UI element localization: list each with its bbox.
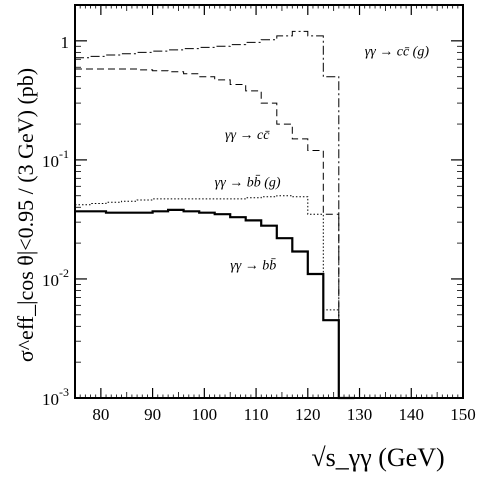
plot-frame: [74, 4, 464, 399]
x-axis-title: √s_γγ (GeV): [311, 443, 444, 472]
series-group: [75, 30, 355, 400]
series-line-1: [75, 68, 355, 399]
series-labels: γγ → cc̄ (g) γγ → cc̄ γγ → bb̄ (g) γγ → bb̄: [215, 45, 430, 274]
series-label-0: γγ → cc̄ (g): [365, 45, 430, 60]
series-label-1: γγ → cc̄: [225, 128, 270, 143]
x-tick-label: 90: [144, 405, 161, 424]
series-label-2: γγ → bb̄ (g): [215, 175, 281, 191]
y-axis-title: σ^eff_|cos θ|<0.95 / (3 GeV) (pb): [13, 68, 38, 362]
y-tick-label: 10-2: [42, 266, 69, 290]
x-tick-label: 150: [450, 405, 476, 424]
series-line-3: [75, 208, 355, 400]
series-line-0: [75, 30, 355, 399]
x-tick-label: 140: [399, 405, 425, 424]
series-label-3: γγ → bb̄: [230, 258, 276, 274]
x-tick-label: 110: [244, 405, 269, 424]
x-tick-label: 120: [295, 405, 321, 424]
axis-titles: √s_γγ (GeV) σ^eff_|cos θ|<0.95 / (3 GeV) …: [13, 68, 445, 472]
y-tick-label: 10-1: [42, 147, 69, 171]
x-tick-label: 100: [192, 405, 218, 424]
y-tick-label: 1: [61, 33, 70, 52]
x-tick-label: 130: [347, 405, 373, 424]
y-tick-label: 10-3: [42, 385, 69, 409]
axis-ticks: 80 90 100 110 120 130 140 150 1 10-1 10-2 10-3: [42, 4, 476, 424]
series-line-2: [75, 195, 355, 399]
plot-area: [74, 4, 464, 399]
x-tick-label: 80: [92, 405, 109, 424]
